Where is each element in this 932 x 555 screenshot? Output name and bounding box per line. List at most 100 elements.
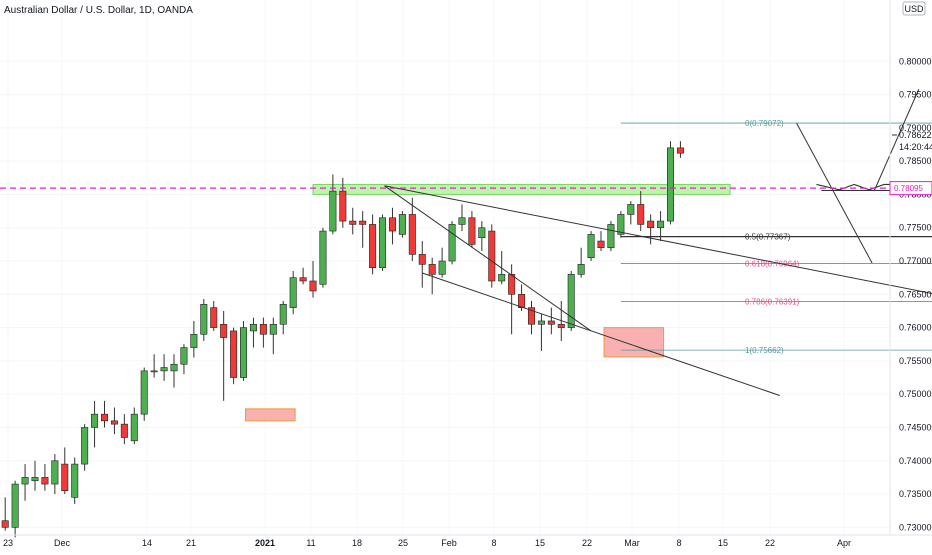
candle-body	[657, 220, 665, 229]
zone-layer	[245, 183, 731, 422]
chart-title: Australian Dollar / U.S. Dollar, 1D, OAN…	[4, 5, 193, 16]
currency-button[interactable]: USD	[902, 1, 926, 16]
candle-body	[91, 413, 99, 428]
candle-body	[150, 370, 158, 373]
fib-label: 1(0.75662)	[745, 346, 784, 355]
currency-button-frame	[902, 1, 926, 16]
x-tick-label: 23	[3, 538, 13, 548]
candle-body	[21, 477, 29, 485]
price-axis[interactable]: 0.800000.795000.790000.785000.780000.775…	[899, 56, 932, 532]
candle-body	[617, 214, 625, 235]
candle-body	[428, 264, 436, 275]
candle-body	[339, 190, 347, 222]
candle-body	[627, 204, 635, 215]
candle-body	[379, 217, 387, 268]
candle-body	[607, 224, 615, 249]
x-tick-label: 15	[718, 538, 728, 548]
x-tick-label: 8	[676, 538, 681, 548]
candle-body	[230, 330, 238, 378]
x-tick-label: Dec	[54, 538, 71, 548]
fib-label: 0.786(0.76391)	[745, 298, 800, 307]
candle-body	[498, 274, 506, 282]
fib-label: 0(0.79072)	[745, 119, 784, 128]
candle-body	[418, 254, 426, 265]
projection-down-line	[796, 122, 873, 264]
y-tick-label: 0.77500	[899, 223, 932, 233]
candle-body	[1, 520, 9, 528]
candle-body	[369, 224, 377, 268]
candle-body	[319, 230, 327, 285]
candle-body	[527, 307, 535, 325]
candle-body	[647, 220, 655, 229]
candle-body	[518, 294, 526, 308]
candle-body	[587, 234, 595, 259]
candle-body	[170, 363, 178, 372]
upper-channel-line	[384, 185, 932, 294]
candle-body	[110, 420, 118, 425]
x-tick-label: Feb	[441, 538, 457, 548]
candle-body	[329, 190, 337, 232]
candle-body	[81, 427, 89, 465]
x-tick-label: 15	[535, 538, 545, 548]
projection-up-line	[873, 89, 920, 192]
candle-body	[210, 307, 218, 328]
candle-body	[597, 240, 605, 249]
last-price-marker: 0.78622 14:20:44	[892, 130, 932, 152]
x-tick-label: 21	[186, 538, 196, 548]
candle-body	[200, 304, 208, 335]
candle-body	[31, 477, 39, 482]
candle-body	[71, 463, 79, 498]
candle-body	[220, 323, 228, 338]
candle-body	[249, 323, 257, 332]
cursor-price-badge	[889, 181, 932, 196]
zigzag-projection	[816, 183, 894, 191]
candle-body	[537, 320, 545, 325]
candle-body	[667, 147, 675, 222]
candle-body	[577, 264, 585, 275]
x-tick-label: 25	[398, 538, 408, 548]
candle-body	[120, 423, 128, 438]
drawing-layer	[384, 89, 932, 396]
candle-body	[408, 214, 416, 255]
candle-body	[140, 370, 148, 415]
y-tick-label: 0.76500	[899, 289, 932, 299]
fib-label: 0.5(0.77367)	[745, 233, 791, 242]
candle-body	[637, 204, 645, 225]
candle-body	[478, 227, 486, 239]
y-tick-label: 0.75500	[899, 356, 932, 366]
candle-body	[508, 274, 516, 295]
y-tick-label: 0.74000	[899, 456, 932, 466]
candle-body	[557, 323, 565, 328]
x-tick-label: 11	[306, 538, 315, 548]
time-axis[interactable]: 23 Dec 14 21 2021 11 18 25 Feb 8 15 22 Mar 8 15 22 Apr	[3, 538, 851, 548]
x-tick-label: 14	[142, 538, 152, 548]
y-tick-label: 0.77000	[899, 256, 932, 266]
candle-body	[240, 327, 248, 378]
candle-body	[438, 260, 446, 275]
demand-zone-red-1	[245, 408, 296, 422]
candle-body	[359, 220, 367, 225]
candle-body	[547, 320, 555, 325]
y-tick-label: 0.73000	[899, 522, 932, 532]
currency-label: USD	[904, 4, 924, 14]
candle-body	[101, 413, 109, 422]
y-tick-label: 0.78500	[899, 156, 932, 166]
x-tick-label: 22	[582, 538, 592, 548]
candle-body	[130, 413, 138, 442]
candle-body	[448, 224, 456, 262]
candle-body	[259, 323, 267, 335]
candle-body	[289, 277, 297, 308]
candle-body	[61, 463, 69, 492]
candle-body	[269, 323, 277, 335]
candle-body	[11, 483, 19, 528]
candle-body	[180, 347, 188, 365]
candle-body	[299, 277, 307, 282]
candle-layer	[1, 141, 684, 538]
x-tick-label: Mar	[624, 538, 640, 548]
candle-body	[160, 367, 168, 372]
candle-body	[398, 214, 406, 235]
candle-body	[190, 333, 198, 348]
fib-layer: 0(0.79072) 0.5(0.77367) 0.618(0.76964) 0.78…	[620, 119, 932, 355]
